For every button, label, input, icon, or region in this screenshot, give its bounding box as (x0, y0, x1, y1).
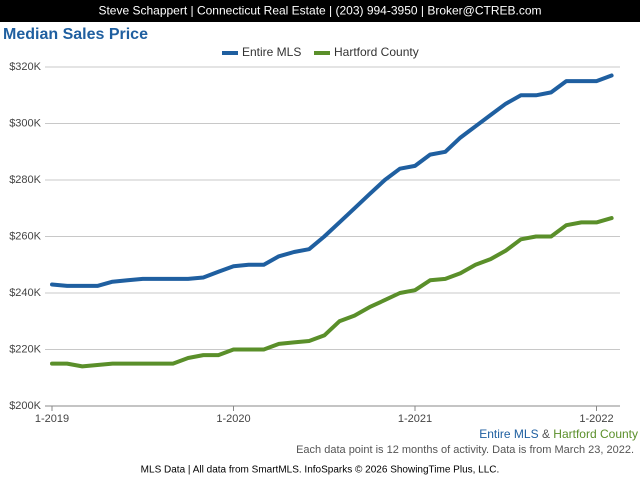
y-tick-label: $280K (9, 174, 41, 186)
y-tick-label: $300K (9, 117, 41, 129)
credit: MLS Data | All data from SmartMLS. InfoS… (141, 465, 500, 476)
header: Steve Schappert | Connecticut Real Estat… (98, 4, 541, 18)
chart-title: Median Sales Price (3, 26, 148, 43)
y-tick-label: $320K (9, 61, 41, 73)
footer-legend-part: Entire MLS (479, 427, 538, 441)
y-tick-label: $260K (9, 230, 41, 242)
y-tick-label: $240K (9, 287, 41, 299)
x-tick-label: 1-2022 (579, 413, 613, 425)
footer-legend: Entire MLS & Hartford County (479, 427, 638, 441)
note: Each data point is 12 months of activity… (296, 444, 634, 456)
legend-label: Hartford County (334, 45, 419, 59)
legend-label: Entire MLS (242, 45, 301, 59)
footer-legend-part: Hartford County (553, 427, 638, 441)
series-line (50, 73, 614, 288)
x-tick-label: 1-2019 (35, 413, 69, 425)
y-tick-label: $220K (9, 343, 41, 355)
series-line (50, 216, 614, 369)
footer-legend-part: & (542, 427, 550, 441)
header-bar (0, 0, 640, 22)
y-tick-label: $200K (9, 400, 41, 412)
x-tick-label: 1-2021 (398, 413, 432, 425)
x-tick-label: 1-2020 (216, 413, 250, 425)
